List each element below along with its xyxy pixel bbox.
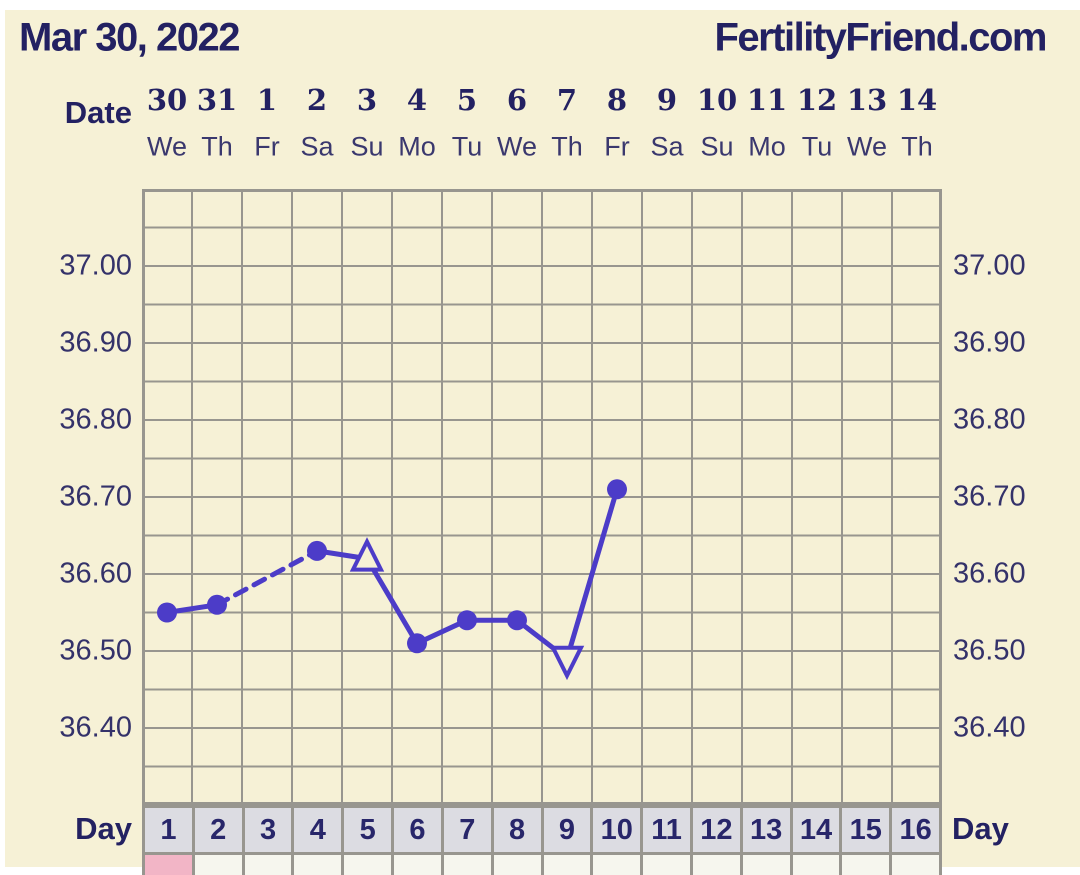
date-axis-label: Date [64, 95, 132, 130]
chart-date-title: Mar 30, 2022 [19, 15, 240, 60]
menses-indicator-row [142, 855, 942, 875]
cycle-day-cell[interactable]: 11 [640, 808, 690, 852]
weekday-label: Tu [451, 131, 483, 162]
cycle-day-cell[interactable]: 14 [789, 808, 840, 852]
date-label: 9 [656, 83, 678, 117]
date-label: 2 [306, 83, 328, 117]
y-tick-label-left: 36.50 [59, 634, 132, 667]
weekday-label: Fr [254, 131, 280, 162]
weekday-label: Th [201, 131, 233, 162]
date-label: 8 [606, 83, 628, 117]
cycle-day-cell[interactable]: 9 [540, 808, 591, 852]
data-row-cell[interactable] [590, 855, 641, 875]
y-tick-label-right: 36.80 [953, 403, 1026, 436]
date-label: 12 [796, 83, 838, 117]
y-tick-label-left: 36.70 [59, 480, 132, 513]
data-row-cell[interactable] [739, 855, 790, 875]
y-tick-label-right: 36.60 [953, 557, 1026, 590]
temperature-point[interactable] [207, 594, 227, 615]
date-label: 1 [256, 83, 278, 117]
cycle-day-cell[interactable]: 2 [191, 808, 242, 852]
date-label: 31 [196, 83, 238, 117]
cycle-day-cell[interactable]: 4 [291, 808, 341, 852]
date-label: 5 [456, 83, 478, 117]
weekday-label: Su [350, 131, 384, 162]
weekday-label: We [146, 131, 188, 162]
cycle-day-cell[interactable]: 5 [341, 808, 391, 852]
cycle-day-cell[interactable]: 10 [590, 808, 640, 852]
temp-segment [364, 556, 420, 646]
temperature-point[interactable] [607, 479, 627, 500]
temperature-point[interactable] [407, 633, 427, 654]
temperature-point[interactable] [157, 602, 177, 623]
cycle-day-cell[interactable]: 15 [839, 808, 889, 852]
cycle-day-cell[interactable]: 13 [739, 808, 790, 852]
data-row-cell[interactable] [490, 855, 541, 875]
weekday-label: We [846, 131, 888, 162]
data-row-cell[interactable] [391, 855, 441, 875]
brand-logo-text: FertilityFriend.com [714, 15, 1047, 60]
data-row-cell[interactable] [789, 855, 840, 875]
temperature-point-open-triangle-down[interactable] [549, 645, 585, 681]
y-tick-label-left: 36.80 [59, 403, 132, 436]
data-row-cell[interactable] [241, 855, 292, 875]
y-tick-label-left: 36.60 [59, 557, 132, 590]
temperature-point[interactable] [307, 540, 327, 561]
weekday-label: Th [551, 131, 583, 162]
date-label: 30 [146, 83, 188, 117]
day-axis-label-right: Day [952, 811, 1009, 846]
weekday-label: Tu [801, 131, 833, 162]
temperature-point[interactable] [507, 610, 527, 631]
cycle-day-cell[interactable]: 12 [689, 808, 740, 852]
menses-cell[interactable] [145, 855, 192, 875]
temperature-point-open-triangle-up[interactable] [349, 537, 385, 572]
data-row-cell[interactable] [440, 855, 491, 875]
weekday-label: Sa [300, 131, 334, 162]
y-tick-label-left: 36.90 [59, 326, 132, 359]
date-label: 13 [846, 83, 888, 117]
date-label: 4 [406, 83, 428, 117]
cycle-day-cell[interactable]: 1 [160, 813, 177, 846]
weekday-label: Su [700, 131, 734, 162]
y-tick-label-right: 37.00 [953, 249, 1026, 282]
cycle-day-cell[interactable]: 8 [490, 808, 541, 852]
weekday-label: Th [901, 131, 933, 162]
cycle-day-cell[interactable]: 3 [241, 808, 292, 852]
weekday-label: Sa [650, 131, 684, 162]
y-tick-label-left: 36.40 [59, 711, 132, 744]
y-tick-label-right: 36.90 [953, 326, 1026, 359]
cycle-day-cell[interactable]: 16 [889, 808, 939, 852]
weekday-label: We [496, 131, 538, 162]
data-row-cell[interactable] [839, 855, 890, 875]
weekday-label: Fr [604, 131, 630, 162]
temp-segment [564, 486, 620, 662]
data-row-cell[interactable] [640, 855, 690, 875]
y-tick-label-right: 36.70 [953, 480, 1026, 513]
date-label: 11 [746, 83, 788, 117]
date-label: 3 [356, 83, 378, 117]
date-label: 6 [506, 83, 528, 117]
data-row-cell[interactable] [191, 855, 242, 875]
y-tick-label-left: 37.00 [59, 249, 132, 282]
y-tick-label-right: 36.50 [953, 634, 1026, 667]
data-row-cell[interactable] [291, 855, 342, 875]
date-label: 14 [896, 83, 938, 117]
cycle-day-cell[interactable]: 6 [391, 808, 441, 852]
y-tick-label-right: 36.40 [953, 711, 1026, 744]
day-axis-label-left: Day [75, 811, 132, 846]
weekday-label: Mo [748, 131, 786, 162]
temperature-point[interactable] [457, 610, 477, 631]
weekday-label: Mo [398, 131, 436, 162]
data-row-cell[interactable] [689, 855, 740, 875]
bbt-temperature-chart[interactable] [142, 189, 942, 805]
data-row-cell[interactable] [540, 855, 591, 875]
cycle-day-row: 1 2 3 4 5 6 7 8 9 10 11 12 13 14 15 16 [142, 805, 942, 855]
date-label: 10 [696, 83, 738, 117]
cycle-day-cell[interactable]: 7 [440, 808, 491, 852]
data-row-cell[interactable] [341, 855, 392, 875]
date-label: 7 [556, 83, 578, 117]
data-row-cell[interactable] [889, 855, 939, 875]
temp-segment-dashed-missing-data [214, 548, 320, 608]
